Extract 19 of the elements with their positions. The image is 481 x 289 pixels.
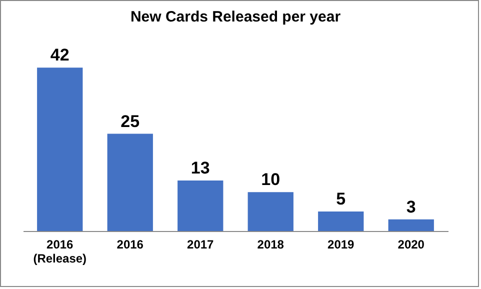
bar <box>37 68 83 231</box>
bar <box>388 219 434 231</box>
data-label: 3 <box>406 197 416 216</box>
x-tick-label: 2016 (Release) <box>33 238 87 266</box>
bar <box>107 134 153 231</box>
data-label: 25 <box>120 112 140 131</box>
x-tick-label: 2019 <box>328 238 355 252</box>
x-tick-label: 2018 <box>257 238 284 252</box>
x-tick-label: 2017 <box>187 238 214 252</box>
data-label: 42 <box>50 46 70 65</box>
data-label: 5 <box>336 190 346 209</box>
bar <box>178 180 224 231</box>
data-label: 10 <box>261 170 280 190</box>
bar <box>318 212 364 231</box>
x-tick-label: 2016 <box>116 238 144 252</box>
data-label: 13 <box>190 158 210 178</box>
x-tick-label: 2020 <box>398 238 425 252</box>
chart-title: New Cards Released per year <box>130 8 341 26</box>
bar <box>248 192 294 231</box>
